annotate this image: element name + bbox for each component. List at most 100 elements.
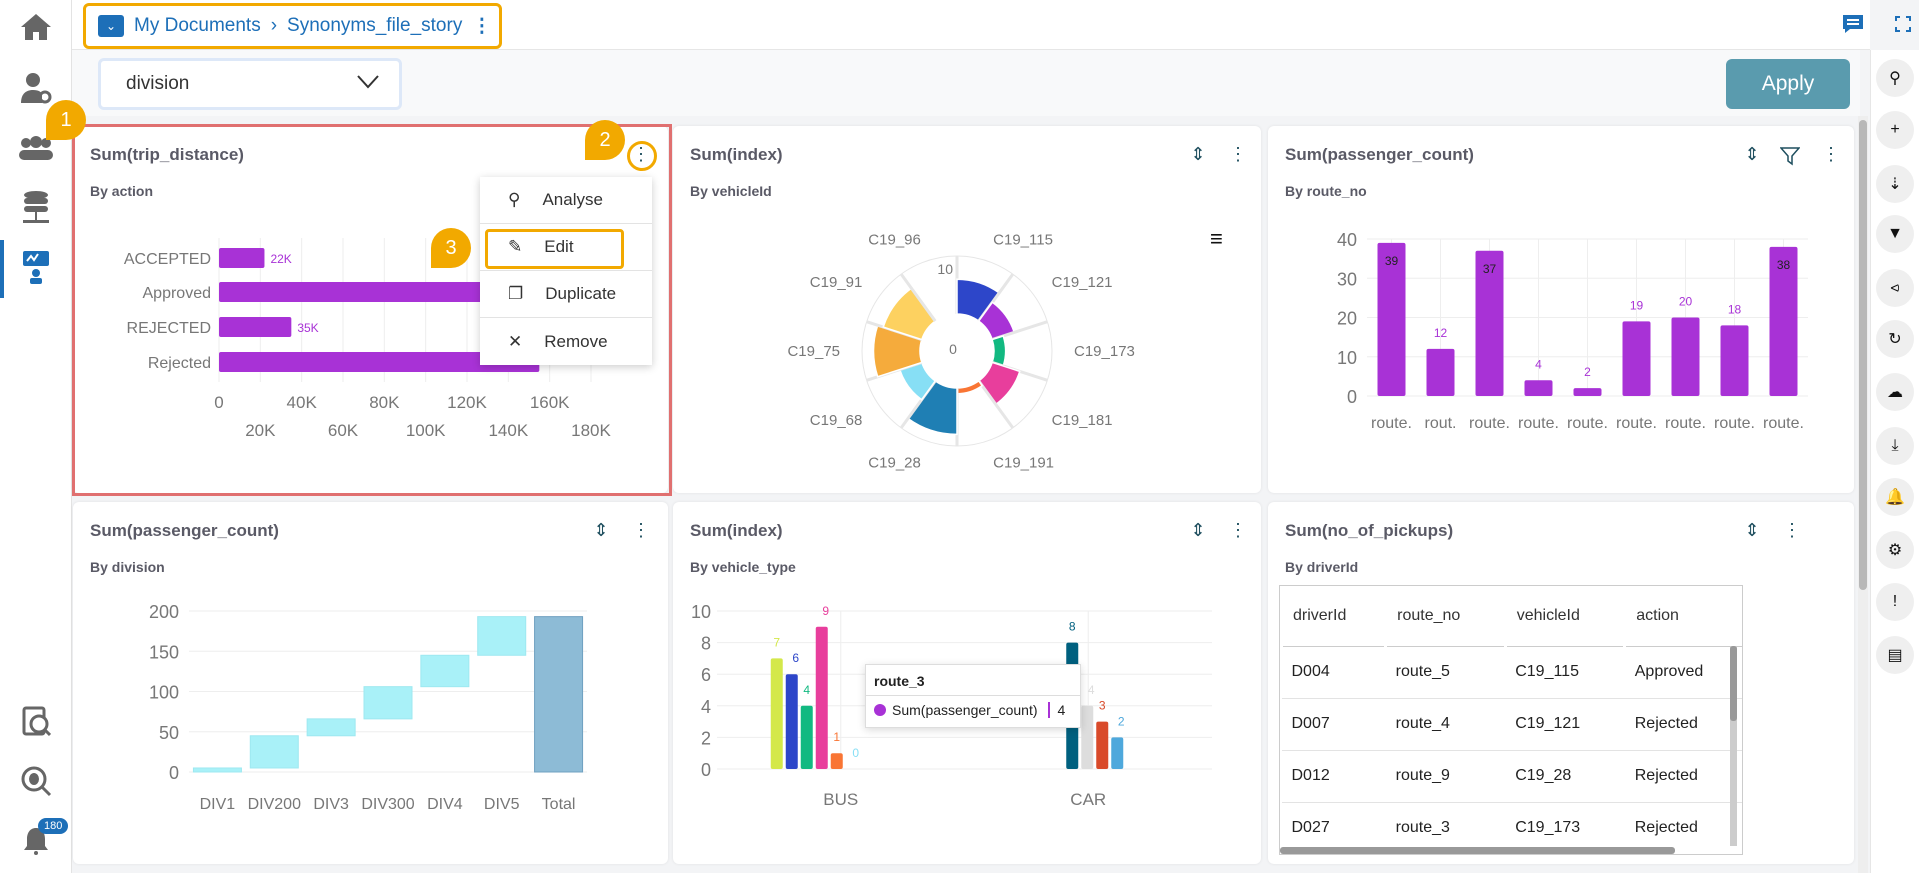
y-tick-label: 6 bbox=[701, 665, 711, 685]
radial-tick-label: 10 bbox=[937, 261, 953, 277]
more-options-icon[interactable]: ⋮ bbox=[472, 15, 492, 37]
users-group-icon[interactable] bbox=[18, 131, 54, 167]
panel-passenger-route: 0 10 20 30 40 39 route. 12 rout. 37 route. 4 route. 2… bbox=[1268, 126, 1854, 493]
polar-spoke bbox=[899, 273, 937, 322]
filter-icon[interactable]: ▼ bbox=[1876, 215, 1914, 253]
x-category-label: route. bbox=[1567, 415, 1608, 432]
sort-icon[interactable]: ⇕ bbox=[1190, 144, 1206, 164]
dropdown-value: division bbox=[126, 73, 190, 94]
table-vertical-scrollbar[interactable] bbox=[1730, 646, 1737, 846]
division-filter-dropdown[interactable]: division bbox=[98, 58, 402, 110]
kebab-menu-icon[interactable]: ⋮ bbox=[1822, 144, 1840, 164]
x-tick-label: 100K bbox=[406, 421, 446, 440]
waterfall-bar bbox=[420, 654, 470, 688]
x-category-label: DIV300 bbox=[361, 796, 414, 813]
import-icon[interactable]: ⇣ bbox=[1876, 165, 1914, 203]
y-tick-label: 0 bbox=[1347, 387, 1357, 407]
x-category-label: DIV200 bbox=[248, 796, 301, 813]
apply-button[interactable]: Apply bbox=[1726, 59, 1850, 109]
table-cell: route_4 bbox=[1385, 698, 1506, 751]
menu-item-duplicate[interactable]: ❐ Duplicate bbox=[480, 271, 652, 318]
menu-item-remove[interactable]: ✕ Remove bbox=[508, 331, 608, 351]
breadcrumb: ⌄ My Documents › Synonyms_file_story ⋮ bbox=[83, 3, 502, 49]
table-cell: C19_28 bbox=[1505, 750, 1625, 803]
data-label: 22K bbox=[270, 252, 291, 266]
column-header[interactable]: driverId bbox=[1280, 586, 1386, 647]
waterfall-bar bbox=[306, 718, 356, 737]
menu-item-analyse[interactable]: ⚲ Analyse bbox=[480, 177, 652, 224]
category-label: C19_28 bbox=[868, 454, 921, 471]
column-chart: 0 10 20 30 40 39 route. 12 rout. 37 route. 4 route. 2… bbox=[1337, 230, 1808, 432]
data-label: 4 bbox=[1088, 683, 1095, 697]
y-tick-label: 10 bbox=[691, 602, 711, 622]
kebab-menu-icon[interactable]: ⋮ bbox=[1229, 144, 1247, 164]
scrollbar-thumb[interactable] bbox=[1859, 120, 1867, 590]
gear-icon[interactable]: ⚙ bbox=[1876, 531, 1914, 569]
kebab-menu-icon[interactable]: ⋮ bbox=[1229, 520, 1247, 540]
sort-icon[interactable]: ⇕ bbox=[1744, 144, 1760, 164]
panel-subtitle: By route_no bbox=[1285, 183, 1367, 199]
notification-bell-icon[interactable] bbox=[18, 822, 54, 858]
table-cell: route_9 bbox=[1385, 750, 1506, 803]
kebab-menu-icon[interactable]: ⋮ bbox=[632, 520, 650, 540]
user-settings-icon[interactable] bbox=[18, 70, 54, 106]
sort-icon[interactable]: ⇕ bbox=[593, 520, 609, 540]
bar bbox=[785, 674, 798, 769]
comment-icon[interactable]: ▤ bbox=[1876, 636, 1914, 674]
database-network-icon[interactable] bbox=[18, 190, 54, 226]
search-icon[interactable]: ⚲ bbox=[1876, 59, 1914, 97]
home-icon[interactable] bbox=[18, 9, 54, 45]
chart-tooltip: route_3 Sum(passenger_count) 4 bbox=[865, 664, 1081, 728]
panel-passenger-division: 0 50 100 150 200 DIV1 DIV200 DIV3 DIV300 DIV4 DIV5… bbox=[73, 502, 668, 864]
waterfall-chart: 0 50 100 150 200 DIV1 DIV200 DIV3 DIV300 DIV4 DIV5… bbox=[149, 602, 587, 813]
sort-icon[interactable]: ⇕ bbox=[1190, 520, 1206, 540]
x-category-label: DIV5 bbox=[484, 796, 520, 813]
y-tick-label: 100 bbox=[149, 683, 179, 703]
cloud-download-icon[interactable]: ☁ bbox=[1876, 373, 1914, 411]
data-catalog-search-icon[interactable] bbox=[18, 704, 54, 740]
search-icon: ⚲ bbox=[508, 190, 521, 209]
breadcrumb-root[interactable]: My Documents bbox=[134, 15, 261, 36]
tooltip-value: 4 bbox=[1047, 702, 1065, 718]
column-header[interactable]: route_no bbox=[1384, 586, 1506, 647]
sort-icon[interactable]: ⇕ bbox=[1744, 520, 1760, 540]
polar-sector bbox=[956, 379, 984, 395]
kebab-menu-icon[interactable]: ⋮ bbox=[1783, 520, 1801, 540]
y-tick-label: 50 bbox=[159, 723, 179, 743]
chevron-right-icon: › bbox=[270, 15, 278, 36]
panel-subtitle: By vehicleId bbox=[690, 183, 772, 199]
x-category-label: route. bbox=[1469, 415, 1510, 432]
share-icon[interactable]: ⪦ bbox=[1876, 269, 1914, 307]
context-menu: ⚲ Analyse ✎ Edit ❐ Duplicate ✕ Remove bbox=[480, 177, 652, 365]
copy-icon: ❐ bbox=[508, 284, 524, 303]
breadcrumb-current[interactable]: Synonyms_file_story bbox=[287, 15, 463, 36]
legend-list-icon[interactable]: ≡ bbox=[1210, 226, 1223, 251]
comment-icon[interactable] bbox=[1842, 14, 1864, 39]
folder-dropdown-icon[interactable]: ⌄ bbox=[98, 15, 124, 37]
data-search-icon[interactable] bbox=[18, 763, 54, 799]
x-category-label: CAR bbox=[1070, 790, 1106, 809]
info-icon[interactable]: ! bbox=[1876, 583, 1914, 621]
bar bbox=[1573, 388, 1602, 396]
bell-icon[interactable]: 🔔 bbox=[1876, 478, 1914, 516]
filter-icon[interactable] bbox=[1779, 146, 1801, 171]
column-header[interactable]: vehicleId bbox=[1503, 586, 1625, 647]
plus-icon[interactable]: + bbox=[1876, 111, 1914, 149]
y-tick-label: 0 bbox=[169, 763, 179, 783]
menu-item-edit[interactable]: ✎ Edit bbox=[480, 224, 652, 271]
download-icon[interactable]: ⤓ bbox=[1876, 427, 1914, 465]
horizontal-scrollbar[interactable] bbox=[1280, 847, 1675, 854]
x-category-label: BUS bbox=[823, 790, 858, 809]
fullscreen-icon[interactable] bbox=[1895, 16, 1911, 37]
column-header[interactable]: action bbox=[1623, 586, 1742, 647]
story-icon[interactable] bbox=[18, 249, 54, 285]
refresh-icon[interactable]: ↻ bbox=[1876, 320, 1914, 358]
y-tick-label: 8 bbox=[701, 634, 711, 654]
y-category-label: ACCEPTED bbox=[124, 251, 211, 268]
data-table: driverIdroute_novehicleIdactionSum(nD004… bbox=[1279, 585, 1743, 855]
table-cell: C19_173 bbox=[1505, 802, 1625, 854]
